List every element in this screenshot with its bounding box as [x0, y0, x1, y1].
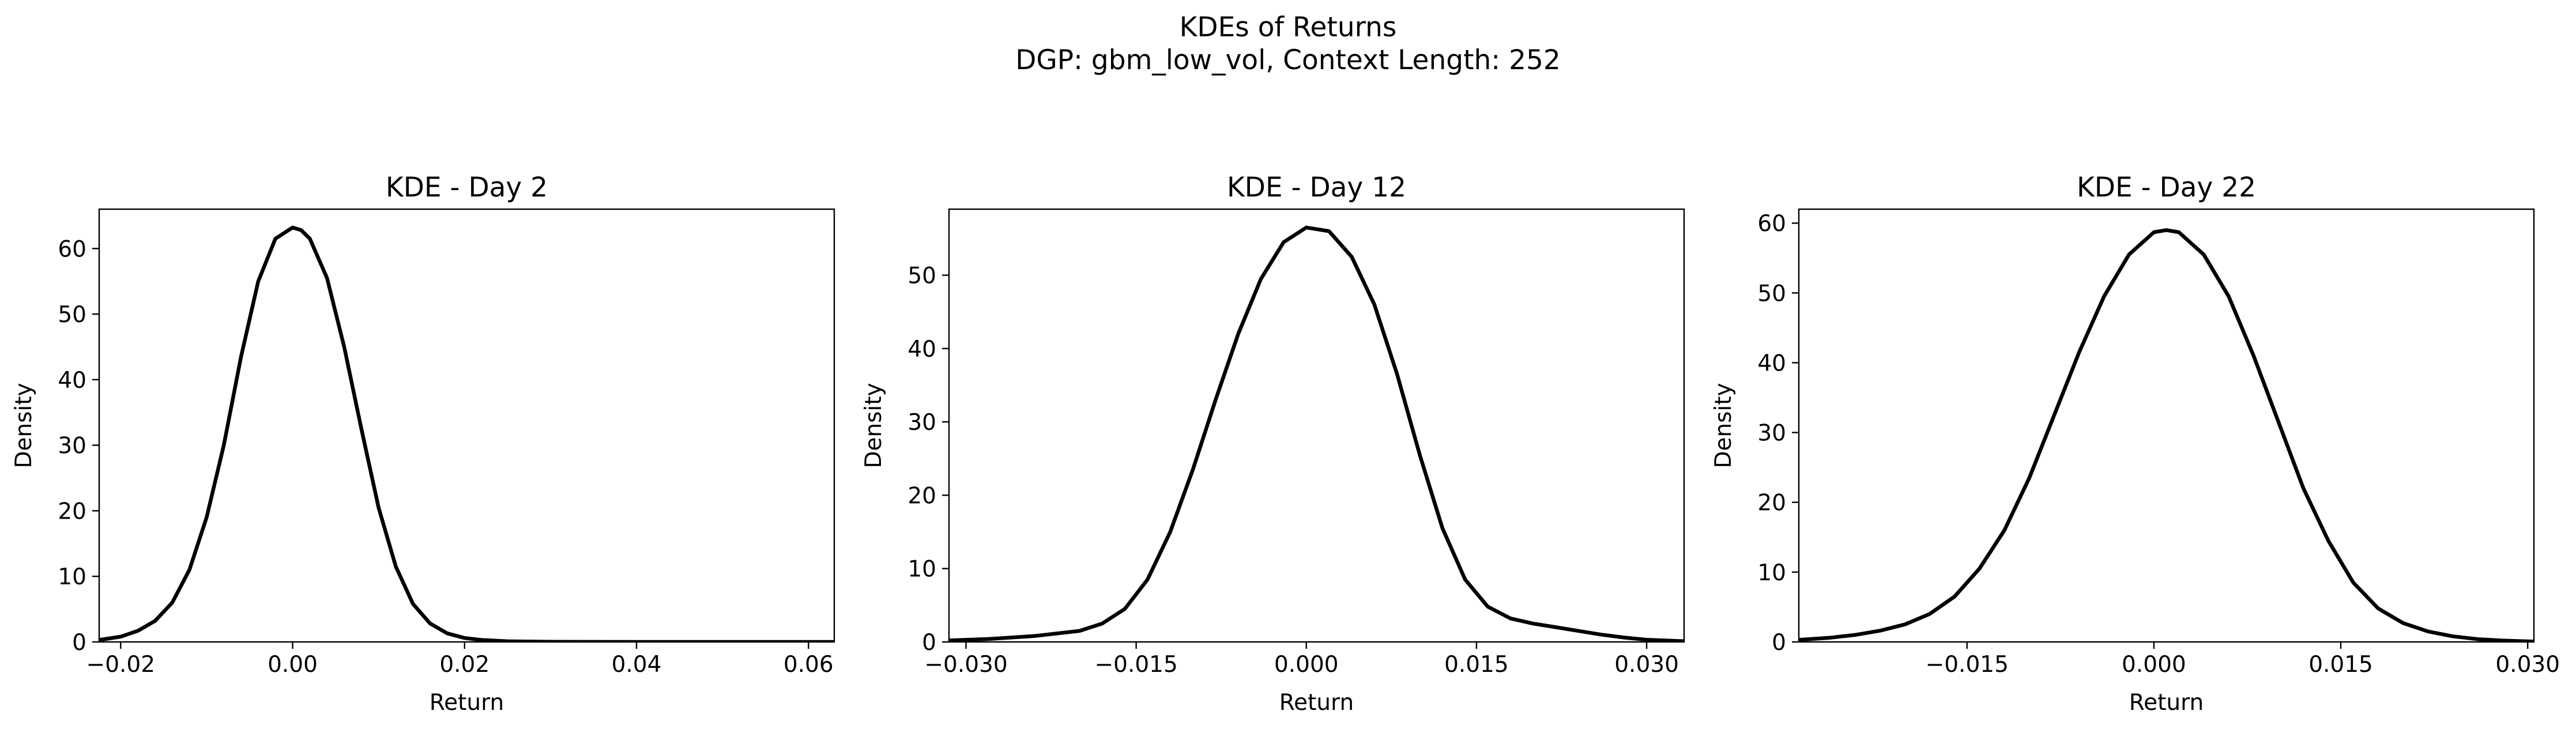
- y-tick-label: 20: [58, 498, 86, 524]
- x-tick-label: 0.000: [2122, 652, 2186, 678]
- y-tick-label: 60: [1757, 211, 1786, 237]
- y-tick-label: 40: [907, 337, 936, 362]
- y-tick-label: 40: [58, 368, 86, 394]
- subplot-title: KDE - Day 12: [1227, 172, 1406, 203]
- y-tick-label: 30: [907, 410, 936, 436]
- x-tick-label: 0.000: [1274, 652, 1339, 678]
- subplot-2: KDE - Day 12 −0.030 −0.015 0.000 0.015 0.030 0…: [861, 172, 1685, 716]
- x-tick-label: 0.06: [784, 652, 834, 678]
- y-tick-label: 0: [72, 630, 86, 656]
- x-tick-label: 0.015: [2308, 652, 2373, 678]
- subplot-1: KDE - Day 2 −0.02 0.00 0.02 0.04 0.06 0 10 20 30 4…: [11, 172, 835, 716]
- y-axis-label: Density: [1711, 383, 1737, 468]
- x-axis-label: Return: [430, 690, 504, 716]
- y-tick-label: 10: [1757, 560, 1786, 586]
- x-axis-label: Return: [2129, 690, 2204, 716]
- y-tick-label: 20: [1757, 490, 1786, 516]
- x-tick-label: −0.015: [1926, 652, 2009, 678]
- y-tick-label: 20: [907, 483, 936, 509]
- kde-line: [99, 225, 834, 642]
- x-tick-label: 0.02: [439, 652, 489, 678]
- kde-line: [949, 225, 1684, 642]
- y-tick-label: 50: [907, 263, 936, 289]
- subplot-3: KDE - Day 22 −0.015 0.000 0.015 0.030 0 10 20 30…: [1711, 172, 2560, 716]
- subplot-title: KDE - Day 22: [2077, 172, 2256, 203]
- y-tick-label: 50: [1757, 281, 1786, 307]
- x-tick-label: 0.04: [612, 652, 662, 678]
- x-tick-label: −0.015: [1094, 652, 1177, 678]
- y-tick-label: 10: [907, 557, 936, 583]
- figure-subtitle: DGP: gbm_low_vol, Context Length: 252: [1015, 44, 1561, 76]
- kde-line: [1799, 228, 2534, 642]
- y-tick-label: 0: [922, 630, 936, 656]
- y-axis-label: Density: [861, 383, 887, 468]
- x-tick-label: 0.030: [1614, 652, 1679, 678]
- x-tick-label: 0.00: [268, 652, 318, 678]
- axes-frame: [1798, 208, 2535, 643]
- axes-frame: [98, 208, 835, 643]
- y-tick-label: 10: [58, 564, 86, 590]
- x-tick-label: 0.015: [1444, 652, 1509, 678]
- y-tick-label: 0: [1772, 630, 1786, 656]
- y-tick-label: 40: [1757, 350, 1786, 376]
- subplot-title: KDE - Day 2: [386, 172, 548, 203]
- y-tick-label: 30: [58, 433, 86, 459]
- x-tick-label: −0.030: [924, 652, 1007, 678]
- x-tick-label: −0.02: [86, 652, 156, 678]
- x-axis-label: Return: [1279, 690, 1354, 716]
- figure-title: KDEs of Returns: [1180, 12, 1397, 43]
- y-tick-label: 30: [1757, 421, 1786, 447]
- axes-frame: [948, 208, 1685, 643]
- x-tick-label: 0.030: [2495, 652, 2560, 678]
- y-axis-label: Density: [11, 383, 37, 468]
- y-tick-label: 60: [58, 236, 86, 262]
- y-tick-label: 50: [58, 302, 86, 328]
- subplot-panels: KDE - Day 2 −0.02 0.00 0.02 0.04 0.06 0 10 20 30 4…: [11, 172, 2560, 716]
